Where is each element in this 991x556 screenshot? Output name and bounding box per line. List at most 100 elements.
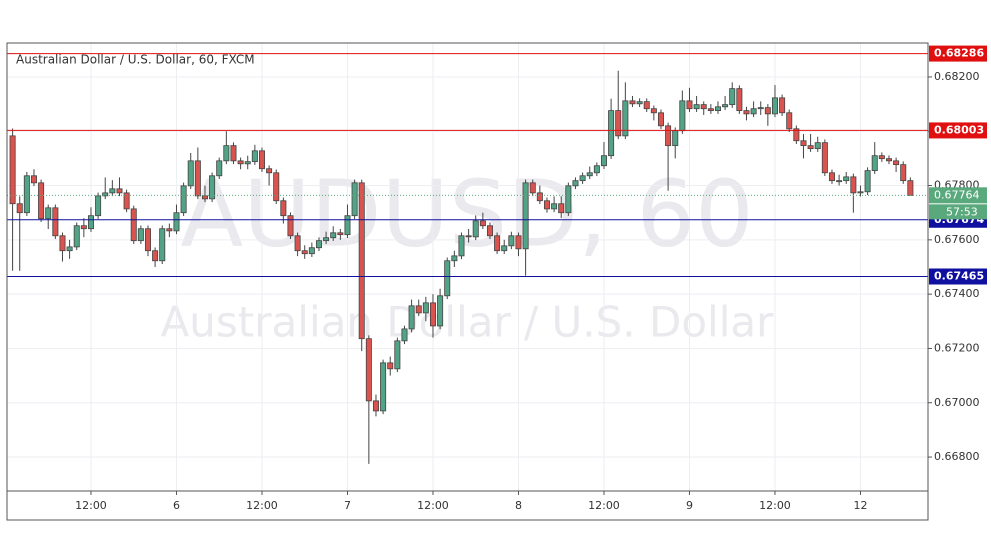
candle-body [486, 225, 493, 237]
candle-body [472, 220, 479, 238]
candle-body [159, 228, 166, 262]
candle-body [501, 245, 508, 252]
candle-body [750, 108, 757, 115]
countdown: 57:53 [946, 205, 978, 218]
candle-body [137, 228, 144, 242]
candle-body [266, 168, 273, 174]
candle-body [30, 175, 37, 184]
candle-body [672, 130, 679, 147]
y-tick-label: 0.66800 [934, 450, 980, 463]
candle-body [643, 101, 650, 110]
watermark-subtitle: Australian Dollar / U.S. Dollar [161, 298, 775, 347]
candle-body [422, 302, 429, 314]
candle-body [586, 172, 593, 177]
y-tick-label: 0.67600 [934, 233, 980, 246]
candle-body [828, 172, 835, 182]
candle-body [273, 172, 280, 202]
candle-body [686, 100, 693, 110]
candle-body [287, 215, 294, 237]
candle-body [629, 100, 636, 105]
x-tick-label: 12:00 [75, 499, 107, 512]
candle-body [444, 260, 451, 297]
candle-body [166, 228, 173, 232]
candle-body [665, 125, 672, 147]
candle-body [893, 160, 900, 166]
candle-body [508, 235, 515, 247]
candle-body [401, 328, 408, 342]
candle-body [907, 180, 914, 196]
candle-body [372, 400, 379, 412]
candle-body [451, 255, 458, 262]
candle-body [458, 235, 465, 257]
candle-body [814, 142, 821, 150]
candle-body [173, 212, 180, 232]
candle-body [180, 185, 187, 214]
candle-body [871, 155, 878, 172]
candle-body [522, 182, 529, 250]
chart-title: Australian Dollar / U.S. Dollar, 60, FXC… [16, 53, 255, 67]
candle-body [843, 176, 850, 182]
candle-body [365, 338, 372, 402]
candle-body [394, 340, 401, 370]
candle-body [280, 200, 287, 217]
candle-body [380, 362, 387, 412]
candle-body [707, 108, 714, 112]
level-label-box [929, 45, 987, 62]
candle-body [608, 110, 615, 157]
candle-body [836, 180, 843, 183]
candle-body [337, 232, 344, 236]
y-tick-label: 0.67000 [934, 396, 980, 409]
candle-body [807, 145, 814, 150]
level-label-box [929, 122, 987, 139]
candle-body [95, 195, 102, 217]
candle-body [194, 160, 201, 197]
x-tick-label: 12:00 [588, 499, 620, 512]
grid [7, 43, 928, 491]
candle-body [152, 250, 159, 262]
level-label: 0.67465 [934, 270, 984, 283]
candle-body [864, 170, 871, 193]
candle-body [301, 250, 308, 255]
candle-body [515, 235, 522, 250]
x-tick-label: 12:00 [417, 499, 449, 512]
candle-body [729, 88, 736, 106]
candle-body [900, 164, 907, 182]
candle-body [736, 88, 743, 112]
x-tick-label: 12:00 [759, 499, 791, 512]
candle-body [230, 145, 237, 162]
candle-body [615, 110, 622, 137]
candle-body [479, 220, 486, 227]
last-price-box [929, 187, 987, 204]
candle-body [38, 182, 45, 220]
candle-body [551, 203, 558, 210]
candle-body [622, 100, 629, 137]
candle-body [600, 155, 607, 167]
candle-body [593, 165, 600, 174]
candle-body [223, 145, 230, 162]
candle-body [59, 235, 66, 252]
candle-body [73, 225, 80, 248]
candle-body [330, 232, 337, 239]
candle-body [123, 192, 130, 210]
candle-body [857, 191, 864, 194]
candle-body [494, 235, 501, 252]
candle-body [714, 106, 721, 112]
overlays: 0.668000.670000.672000.674000.676000.678… [7, 45, 987, 512]
candle-body [315, 240, 322, 249]
x-tick-label: 7 [344, 499, 351, 512]
candle-body [45, 207, 52, 220]
candle-body [771, 97, 778, 115]
candle-body [885, 158, 892, 162]
candle-body [437, 295, 444, 327]
countdown-box [929, 204, 987, 220]
candle-body [722, 104, 729, 108]
candle-body [757, 107, 764, 110]
level-label: 0.68003 [934, 123, 984, 136]
x-tick-label: 6 [173, 499, 180, 512]
candle-body [579, 175, 586, 182]
candle-body [572, 180, 579, 187]
candle-body [258, 150, 265, 170]
candle-body [764, 107, 771, 115]
candle-body [650, 108, 657, 114]
